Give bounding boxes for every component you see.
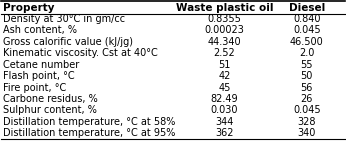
Text: Distillation temperature, °C at 58%: Distillation temperature, °C at 58%: [3, 117, 175, 127]
Text: Diesel: Diesel: [289, 3, 325, 13]
Text: Distillation temperature, °C at 95%: Distillation temperature, °C at 95%: [3, 128, 175, 138]
Text: 362: 362: [215, 128, 234, 138]
Text: Kinematic viscosity. Cst at 40°C: Kinematic viscosity. Cst at 40°C: [3, 48, 158, 58]
Text: 0.840: 0.840: [293, 14, 321, 24]
Text: 46.500: 46.500: [290, 37, 324, 47]
Text: 50: 50: [301, 71, 313, 81]
Text: 56: 56: [301, 82, 313, 93]
Text: Carbone residus, %: Carbone residus, %: [3, 94, 98, 104]
Text: Property: Property: [3, 3, 55, 13]
Text: 26: 26: [301, 94, 313, 104]
Text: 344: 344: [215, 117, 234, 127]
Text: 45: 45: [218, 82, 231, 93]
Text: 42: 42: [218, 71, 231, 81]
Text: Gross calorific value (kJ/jg): Gross calorific value (kJ/jg): [3, 37, 133, 47]
Text: Sulphur content, %: Sulphur content, %: [3, 105, 97, 115]
Text: Density at 30°C in gm/cc: Density at 30°C in gm/cc: [3, 14, 125, 24]
Text: 0.8355: 0.8355: [208, 14, 242, 24]
Text: 82.49: 82.49: [211, 94, 238, 104]
Text: 0.030: 0.030: [211, 105, 238, 115]
Text: 55: 55: [301, 60, 313, 70]
Text: Cetane number: Cetane number: [3, 60, 79, 70]
Text: Waste plastic oil: Waste plastic oil: [176, 3, 273, 13]
Text: 44.340: 44.340: [208, 37, 241, 47]
Text: 0.00023: 0.00023: [204, 25, 244, 35]
Text: 2.0: 2.0: [299, 48, 315, 58]
Text: Fire point, °C: Fire point, °C: [3, 82, 66, 93]
Text: 328: 328: [298, 117, 316, 127]
Text: Ash content, %: Ash content, %: [3, 25, 77, 35]
Text: 2.52: 2.52: [213, 48, 235, 58]
Text: 51: 51: [218, 60, 231, 70]
Text: 0.045: 0.045: [293, 105, 321, 115]
Text: Flash point, °C: Flash point, °C: [3, 71, 75, 81]
Text: 0.045: 0.045: [293, 25, 321, 35]
Text: 340: 340: [298, 128, 316, 138]
